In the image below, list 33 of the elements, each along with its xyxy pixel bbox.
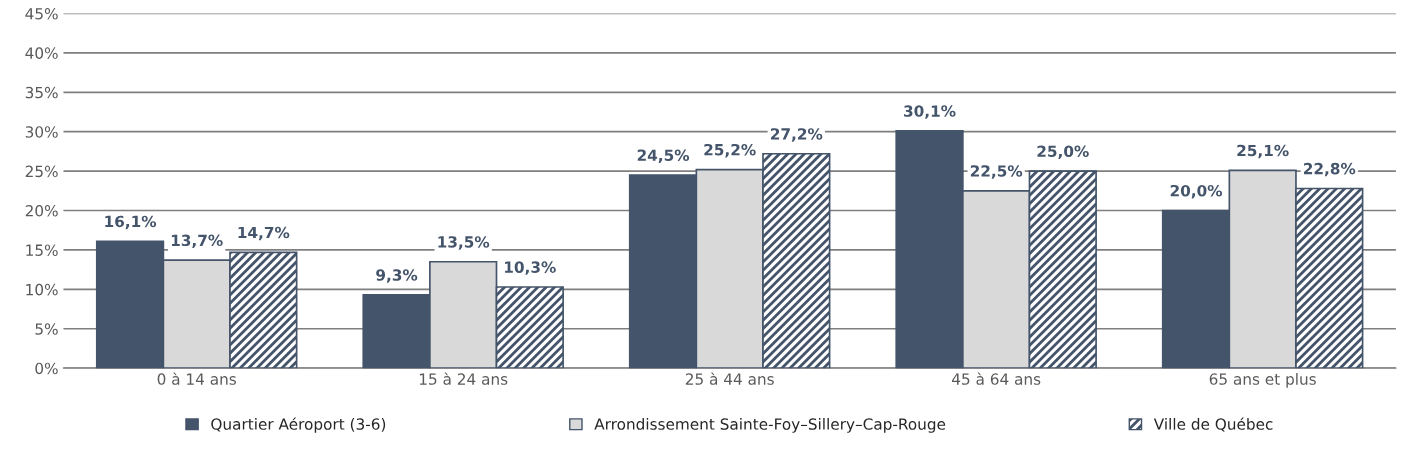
data-label: 25,1% bbox=[1237, 144, 1289, 159]
legend-label: Arrondissement Sainte-Foy–Sillery–Cap-Rouge bbox=[594, 418, 946, 433]
x-tick-label: 25 à 44 ans bbox=[685, 372, 774, 385]
data-label: 22,8% bbox=[1303, 162, 1356, 177]
y-tick-label: 40% bbox=[25, 47, 58, 59]
legend-label: Ville de Québec bbox=[1153, 417, 1273, 432]
data-label: 16,1% bbox=[105, 215, 157, 230]
x-tick-label: 15 à 24 ans bbox=[419, 372, 508, 385]
y-tick-label: 10% bbox=[26, 283, 58, 296]
legend-label: Quartier Aéroport (3-6) bbox=[211, 417, 386, 433]
data-label: 10,3% bbox=[505, 261, 556, 275]
data-label: 13,5% bbox=[438, 236, 490, 250]
y-tick-label: 15% bbox=[26, 244, 58, 256]
y-tick-label: 35% bbox=[25, 86, 58, 99]
data-label: 25,2% bbox=[704, 143, 756, 158]
y-tick-label: 30% bbox=[25, 126, 58, 138]
data-label: 24,5% bbox=[637, 149, 690, 163]
data-label: 9,3% bbox=[376, 269, 418, 283]
data-label: 13,7% bbox=[171, 234, 223, 249]
data-label: 22,5% bbox=[970, 165, 1023, 179]
data-label: 20,0% bbox=[1170, 184, 1223, 199]
y-tick-label: 5% bbox=[35, 323, 58, 335]
y-tick-label: 45% bbox=[25, 7, 58, 20]
y-tick-label: 0% bbox=[35, 362, 58, 375]
data-label: 30,1% bbox=[904, 105, 956, 119]
x-tick-label: 0 à 14 ans bbox=[157, 372, 236, 385]
data-label: 27,2% bbox=[771, 128, 823, 142]
data-label: 25,0% bbox=[1037, 145, 1089, 159]
y-tick-label: 25% bbox=[25, 165, 58, 178]
data-label: 14,7% bbox=[238, 226, 290, 241]
x-tick-label: 65 ans et plus bbox=[1209, 373, 1316, 388]
y-tick-label: 20% bbox=[25, 205, 58, 217]
x-tick-label: 45 à 64 ans bbox=[952, 372, 1041, 385]
